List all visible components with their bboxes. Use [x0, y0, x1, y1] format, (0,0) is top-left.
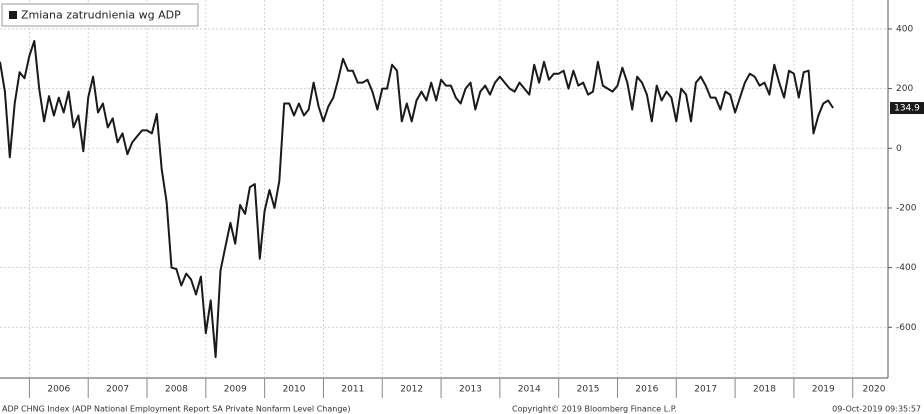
legend [1, 3, 199, 27]
y-tick-label: 400 [896, 24, 913, 34]
line-series [0, 39, 834, 359]
y-tick-label: -600 [896, 323, 917, 333]
x-tick-label: 2013 [459, 385, 482, 395]
x-tick-label: 2018 [753, 385, 776, 395]
timestamp: 09-Oct-2019 09:35:57 [832, 405, 921, 414]
x-tick-label: 2012 [400, 385, 423, 395]
x-tick-label: 2008 [165, 385, 188, 395]
x-tick-label: 2006 [47, 385, 70, 395]
last-value-box [890, 102, 924, 115]
x-tick-label: 2020 [863, 385, 886, 395]
x-tick-label: 2017 [694, 385, 717, 395]
legend-marker [9, 11, 17, 19]
y-tick-label: -400 [896, 263, 917, 273]
y-tick-label: 200 [896, 84, 913, 94]
x-tick-label: 2007 [106, 385, 129, 395]
source: ADP CHNG Index (ADP National Employment … [2, 405, 350, 414]
last-value-label: 134.9 [894, 104, 920, 114]
x-tick-label: 2019 [812, 385, 835, 395]
x-tick-label: 2014 [518, 385, 541, 395]
x-tick-label: 2011 [341, 385, 364, 395]
x-tick-label: 2009 [224, 385, 247, 395]
x-tick-label: 2015 [577, 385, 600, 395]
copyright: Copyright© 2019 Bloomberg Finance L.P. [512, 405, 677, 414]
legend-label: Zmiana zatrudnienia wg ADP [21, 9, 181, 22]
x-tick-label: 2016 [635, 385, 658, 395]
y-tick-label: -200 [896, 203, 917, 213]
y-tick-label: 0 [896, 144, 902, 154]
x-tick-label: 2010 [283, 385, 306, 395]
